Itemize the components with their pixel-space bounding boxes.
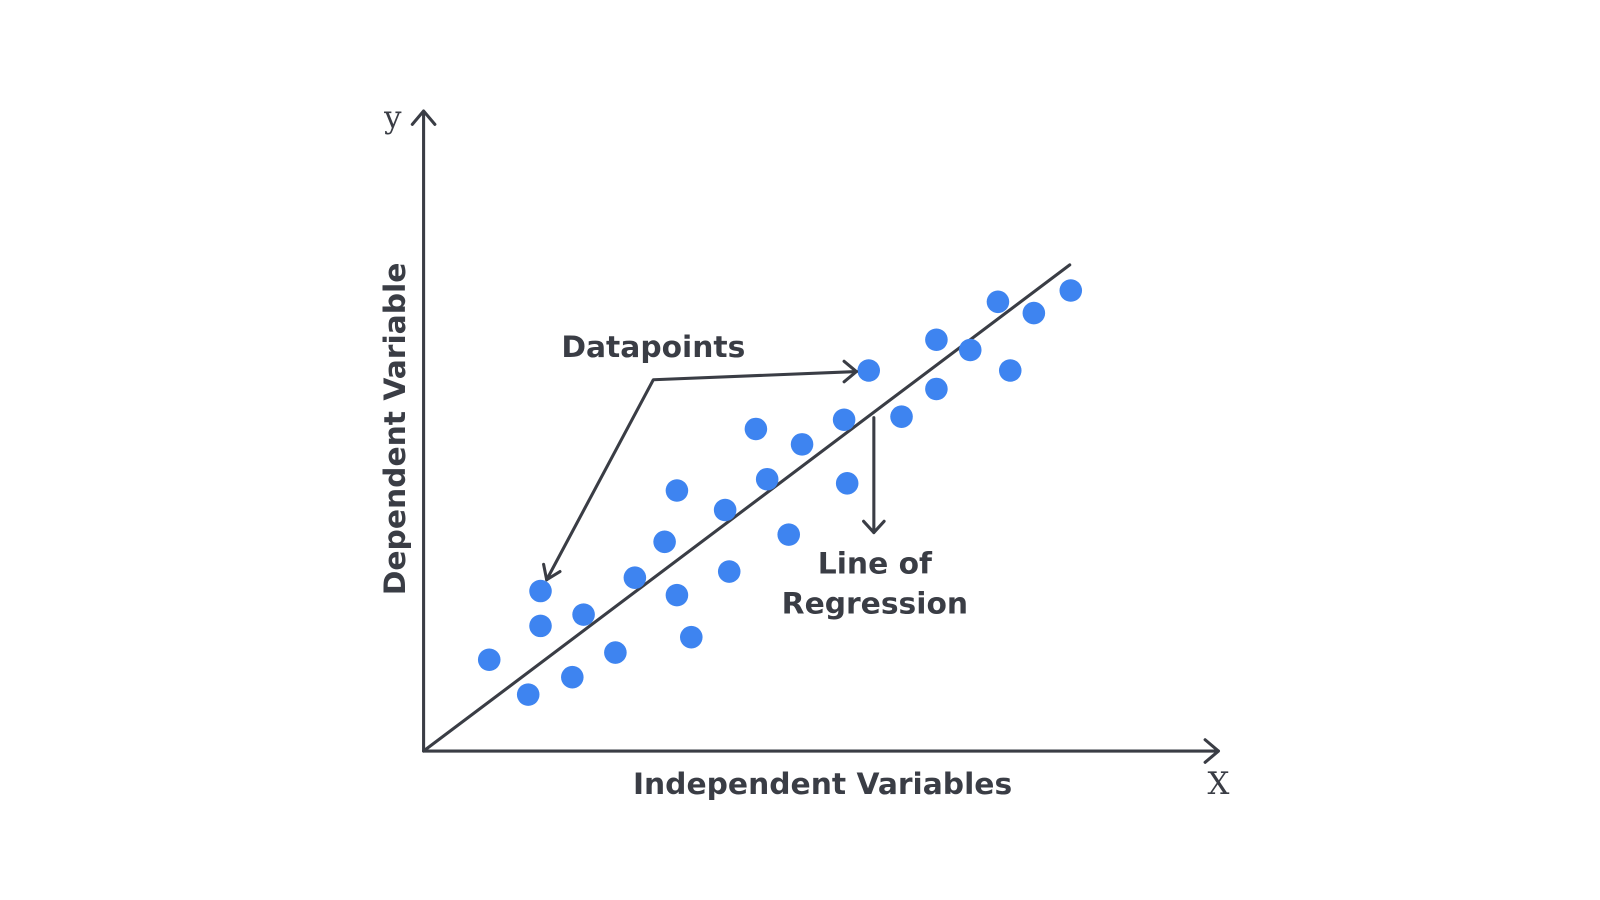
dot xyxy=(925,377,948,401)
regression-arrow xyxy=(862,416,886,535)
annotation-arrows xyxy=(542,359,886,582)
y-axis-label: Dependent Variable xyxy=(378,263,413,596)
dot xyxy=(561,665,584,689)
datapoints-label: Datapoints xyxy=(561,330,745,365)
dot xyxy=(516,683,540,706)
dot xyxy=(857,359,880,382)
dot xyxy=(755,467,779,491)
dot xyxy=(572,603,595,626)
dot xyxy=(890,405,913,428)
x-axis-label: Independent Variables xyxy=(633,767,1012,802)
dot xyxy=(665,583,689,607)
arrowhead xyxy=(542,562,562,582)
dot xyxy=(958,338,982,362)
axes xyxy=(410,109,1220,764)
y-axis xyxy=(410,109,437,753)
dot xyxy=(529,614,552,638)
dot xyxy=(1022,301,1046,325)
dot xyxy=(925,328,948,352)
x-symbol: X xyxy=(1208,766,1230,802)
dot xyxy=(986,290,1010,314)
dot xyxy=(653,530,676,554)
dot xyxy=(477,648,501,672)
dot xyxy=(777,523,800,546)
dot xyxy=(790,433,814,456)
regression-label: Line of xyxy=(818,547,933,582)
datapoints xyxy=(477,279,1083,706)
dot xyxy=(604,641,627,664)
x-axis xyxy=(422,738,1220,764)
dot xyxy=(665,479,689,502)
dot xyxy=(680,625,703,649)
regression-label: Regression xyxy=(782,587,968,622)
dot xyxy=(623,566,647,589)
dot xyxy=(744,417,768,441)
datapoints-arrow xyxy=(545,370,858,582)
y-symbol: y xyxy=(383,99,402,135)
dot xyxy=(717,560,741,583)
dot xyxy=(835,472,859,495)
dot xyxy=(1059,279,1083,302)
regression-line xyxy=(422,263,1072,753)
dot xyxy=(832,408,856,432)
arrowhead xyxy=(842,359,858,384)
dot xyxy=(529,579,552,603)
dot xyxy=(713,498,737,522)
dot xyxy=(998,359,1022,382)
